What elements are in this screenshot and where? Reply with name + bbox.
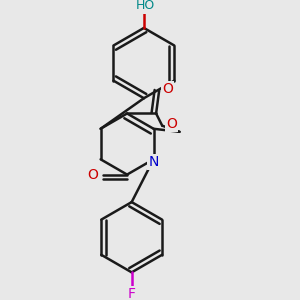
Text: O: O	[87, 168, 98, 182]
Text: O: O	[162, 82, 173, 96]
Text: N: N	[148, 155, 159, 169]
Text: O: O	[166, 117, 177, 131]
Text: HO: HO	[136, 0, 155, 11]
Text: F: F	[128, 287, 136, 300]
